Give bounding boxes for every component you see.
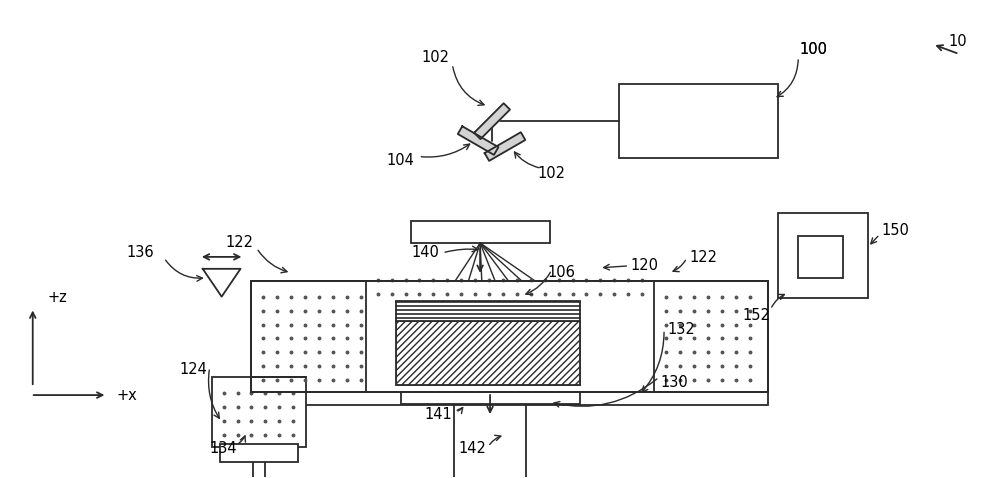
Bar [619,84,778,159]
Polygon shape [203,269,241,297]
Text: 100: 100 [799,42,827,56]
Text: 132: 132 [667,322,695,337]
Bar [411,221,550,243]
Text: 130: 130 [660,375,688,390]
Polygon shape [474,103,510,139]
Bar [251,281,768,392]
Text: 124: 124 [180,362,208,377]
Text: +x: +x [117,388,138,402]
Text: 122: 122 [690,250,718,265]
Bar [401,392,580,404]
Bar [654,281,768,392]
Bar [251,281,366,392]
Text: 122: 122 [226,236,254,250]
Text: 106: 106 [548,265,576,280]
Bar [778,213,868,298]
Text: 104: 104 [387,153,415,168]
Polygon shape [485,132,525,161]
Text: 100: 100 [799,42,827,56]
Text: 150: 150 [882,223,910,238]
Bar [798,236,843,278]
Bar [396,321,580,385]
Bar [220,444,298,462]
Bar [251,281,768,392]
Bar [212,377,306,447]
Text: 141: 141 [424,407,452,423]
Text: 10: 10 [948,33,967,49]
Text: 136: 136 [126,245,154,261]
Text: 152: 152 [743,308,770,323]
Text: 142: 142 [458,441,486,456]
Text: 120: 120 [630,258,658,273]
Bar [396,301,580,321]
Text: 102: 102 [421,50,449,65]
Text: 134: 134 [210,441,237,456]
Text: 140: 140 [411,245,439,261]
Bar [396,321,580,385]
Text: +z: +z [48,290,67,305]
Polygon shape [458,126,498,155]
Bar [251,392,768,405]
Text: 102: 102 [538,166,566,181]
